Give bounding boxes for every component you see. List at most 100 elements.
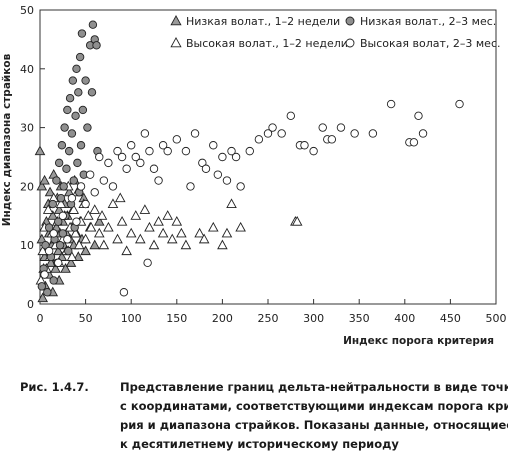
- low-vol-2-3m-point: [67, 129, 77, 138]
- high-vol-2-3m-point: [327, 135, 337, 144]
- high-vol-2-3m-point: [190, 129, 200, 138]
- data-points: [34, 20, 464, 303]
- low-vol-1-2w-point: [36, 180, 48, 191]
- high-vol-1-2w-point: [116, 216, 128, 226]
- high-vol-1-2w-point: [291, 216, 303, 226]
- high-vol-2-3m-point: [336, 123, 346, 132]
- x-tick-label: 250: [258, 312, 279, 325]
- high-vol-1-2w-point: [176, 227, 187, 238]
- low-vol-1-2w-point: [44, 186, 56, 197]
- high-vol-2-3m-point: [67, 193, 77, 203]
- low-vol-2-3m-point: [92, 41, 101, 50]
- high-vol-2-3m-point: [245, 146, 254, 156]
- low-vol-2-3m-point: [62, 164, 71, 173]
- high-vol-2-3m-point: [136, 158, 145, 168]
- high-vol-2-3m-point: [99, 176, 109, 185]
- high-vol-2-3m-point: [181, 146, 191, 156]
- high-vol-1-2w-point: [85, 221, 97, 232]
- high-vol-1-2w-point: [103, 221, 114, 232]
- high-vol-2-3m-point: [122, 164, 131, 173]
- low-vol-1-2w-point: [36, 233, 48, 244]
- caption-label: Рис. 1.4.7.: [20, 380, 89, 394]
- high-vol-1-2w-point: [198, 233, 210, 244]
- high-vol-1-2w-point: [70, 227, 81, 238]
- y-axis-title: Индекс диапазона страйков: [1, 53, 13, 226]
- high-vol-1-2w-point: [217, 239, 228, 250]
- x-tick-label: 50: [79, 312, 93, 325]
- high-vol-2-3m-point: [263, 129, 273, 138]
- legend-label: Низкая волат., 1–2 недели: [186, 15, 340, 28]
- high-vol-2-3m-point: [414, 111, 423, 121]
- low-vol-2-3m-point: [83, 123, 92, 132]
- low-vol-1-2w-point: [50, 263, 61, 273]
- low-vol-2-3m-point: [73, 158, 82, 168]
- high-vol-2-3m-point: [201, 164, 211, 173]
- high-vol-2-3m-point: [90, 188, 99, 197]
- high-vol-1-2w-point: [235, 221, 246, 232]
- low-vol-2-3m-point: [54, 217, 63, 226]
- low-vol-2-3m-point: [64, 146, 74, 156]
- high-vol-2-3m-point: [113, 146, 122, 156]
- low-vol-2-3m-point: [69, 176, 78, 185]
- high-vol-2-3m-point: [254, 135, 264, 144]
- high-vol-1-2w-point: [68, 204, 80, 214]
- high-vol-2-3m-point: [222, 176, 232, 185]
- low-vol-2-3m-point: [78, 105, 88, 115]
- low-vol-2-3m-point: [44, 223, 54, 232]
- low-vol-2-3m-point: [48, 199, 57, 209]
- high-vol-2-3m-point: [350, 129, 359, 138]
- x-tick-label: 350: [349, 312, 370, 325]
- x-tick-label: 0: [37, 312, 44, 325]
- legend-label: Высокая волат., 1–2 недели: [186, 37, 348, 50]
- x-axis-title: Индекс порога критерия: [343, 335, 494, 347]
- low-vol-2-3m-point: [81, 76, 90, 85]
- y-tick-label: 40: [20, 63, 34, 76]
- x-tick-label: 500: [486, 312, 507, 325]
- legend: Низкая волат., 1–2 недели Низкая волат., …: [170, 15, 501, 50]
- high-vol-1-2w-point: [121, 245, 132, 256]
- legend-label: Низкая волат., 2–3 мес.: [360, 15, 496, 28]
- low-vol-2-3m-point: [88, 20, 98, 29]
- high-vol-1-2w-point: [89, 204, 101, 214]
- low-vol-1-2w-point: [89, 239, 101, 250]
- high-vol-2-3m-point: [131, 152, 140, 162]
- high-vol-2-3m-point: [143, 258, 152, 268]
- high-vol-1-2w-point: [73, 239, 85, 250]
- high-vol-1-2w-point: [112, 233, 123, 244]
- high-vol-2-3m-point: [149, 164, 159, 173]
- low-vol-2-3m-point: [75, 52, 85, 62]
- x-tick-label: 400: [394, 312, 415, 325]
- caption-line: Представление границ дельта-нейтральност…: [120, 380, 508, 394]
- low-vol-2-3m-point: [64, 246, 73, 256]
- low-vol-1-2w-point: [34, 145, 46, 156]
- high-vol-2-3m-point: [54, 258, 63, 268]
- high-vol-2-3m-point: [104, 158, 113, 168]
- low-vol-1-2w-point: [65, 257, 77, 267]
- high-vol-1-2w-point: [107, 198, 119, 209]
- high-vol-1-2w-point: [125, 227, 137, 238]
- legend-label: Высокая волат, 2–3 мес.: [360, 37, 501, 50]
- y-axis-ticks: 0 10 20 30 40 50: [20, 4, 45, 311]
- high-vol-2-3m-points: [40, 99, 464, 297]
- high-vol-1-2w-point: [144, 221, 155, 232]
- high-vol-2-3m-point: [72, 217, 81, 226]
- high-vol-2-3m-point: [145, 146, 154, 156]
- low-vol-1-2w-point: [80, 245, 91, 256]
- high-vol-2-3m-point: [227, 146, 236, 156]
- legend-marker: [345, 38, 355, 48]
- high-vol-2-3m-point: [158, 141, 168, 150]
- high-vol-1-2w-point: [162, 210, 173, 220]
- high-vol-2-3m-point: [76, 182, 86, 191]
- low-vol-1-2w-point: [47, 210, 59, 220]
- low-vol-2-3m-point: [56, 193, 66, 203]
- high-vol-2-3m-point: [309, 146, 318, 156]
- y-tick-label: 0: [27, 298, 34, 311]
- high-vol-2-3m-point: [455, 99, 464, 109]
- high-vol-2-3m-point: [154, 176, 163, 185]
- low-vol-2-3m-point: [77, 29, 87, 38]
- low-vol-1-2w-point: [52, 245, 64, 256]
- high-vol-1-2w-point: [180, 239, 192, 250]
- high-vol-1-2w-point: [130, 210, 142, 220]
- high-vol-1-2w-point: [135, 233, 146, 244]
- high-vol-1-2w-point: [55, 198, 67, 209]
